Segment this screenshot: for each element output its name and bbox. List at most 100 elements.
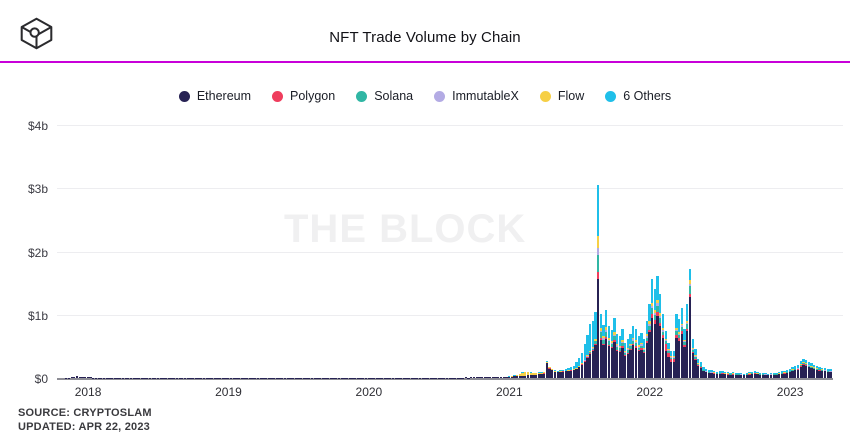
bar-week-229[interactable]: [675, 314, 678, 378]
bar-week-251[interactable]: [734, 372, 738, 378]
bar-week-191[interactable]: [572, 365, 576, 378]
bar-week-226[interactable]: [667, 342, 670, 378]
bar-week-279[interactable]: [810, 363, 813, 378]
bar-week-199[interactable]: [594, 311, 597, 378]
bar-week-201[interactable]: [599, 313, 603, 378]
bar-week-228[interactable]: [672, 350, 675, 378]
bar-week-195[interactable]: [583, 344, 586, 378]
bar-week-5[interactable]: [70, 377, 73, 378]
bar-week-276[interactable]: [802, 359, 805, 378]
bar-week-242[interactable]: [710, 370, 713, 378]
bar-week-173[interactable]: [524, 371, 527, 378]
bar-week-286[interactable]: [829, 369, 832, 378]
bar-week-205[interactable]: [610, 329, 613, 378]
bar-week-162[interactable]: [494, 377, 497, 378]
bar-week-218[interactable]: [645, 321, 648, 378]
bar-week-169[interactable]: [513, 375, 516, 378]
bar-week-152[interactable]: [467, 377, 470, 378]
bar-week-164[interactable]: [499, 376, 503, 378]
bar-week-210[interactable]: [624, 342, 627, 378]
bar-week-261[interactable]: [761, 372, 765, 378]
bar-week-12[interactable]: [89, 377, 92, 378]
bar-week-179[interactable]: [540, 372, 543, 378]
bar-week-239[interactable]: [702, 367, 705, 378]
bar-week-267[interactable]: [777, 372, 781, 378]
bar-week-147[interactable]: [453, 377, 457, 378]
bar-week-268[interactable]: [780, 371, 783, 378]
bar-week-215[interactable]: [637, 336, 640, 378]
bar-week-241[interactable]: [707, 369, 711, 378]
bar-week-13[interactable]: [92, 377, 95, 378]
bar-week-255[interactable]: [745, 372, 748, 378]
bar-week-181[interactable]: [545, 360, 549, 378]
bar-week-180[interactable]: [543, 371, 546, 378]
bar-week-235[interactable]: [691, 339, 694, 378]
bar-week-275[interactable]: [799, 360, 802, 378]
bar-week-219[interactable]: [648, 304, 651, 378]
bar-week-264[interactable]: [769, 373, 773, 378]
bar-week-253[interactable]: [740, 373, 743, 378]
bar-week-158[interactable]: [483, 377, 486, 378]
bar-week-6[interactable]: [73, 376, 76, 378]
bar-week-230[interactable]: [678, 319, 681, 378]
bar-week-202[interactable]: [602, 324, 605, 378]
bar-week-225[interactable]: [664, 330, 667, 378]
bar-week-248[interactable]: [726, 372, 729, 378]
bar-week-174[interactable]: [526, 372, 530, 378]
bar-week-168[interactable]: [510, 376, 513, 378]
bar-week-208[interactable]: [618, 336, 621, 378]
bar-week-183[interactable]: [551, 368, 554, 378]
bar-week-10[interactable]: [84, 377, 87, 378]
bar-week-234[interactable]: [688, 268, 692, 378]
bar-week-11[interactable]: [86, 377, 89, 378]
bar-week-273[interactable]: [794, 366, 797, 378]
bar-week-167[interactable]: [507, 376, 511, 378]
bar-week-151[interactable]: [464, 377, 468, 378]
bar-week-246[interactable]: [721, 371, 724, 378]
bar-week-187[interactable]: [561, 369, 565, 378]
legend-item-immutablex[interactable]: ImmutableX: [434, 89, 519, 103]
bar-week-159[interactable]: [486, 377, 489, 378]
bar-week-170[interactable]: [516, 374, 519, 378]
bar-week-193[interactable]: [578, 357, 581, 378]
legend-item-solana[interactable]: Solana: [356, 89, 413, 103]
bar-week-284[interactable]: [823, 368, 827, 378]
bar-week-247[interactable]: [723, 372, 727, 378]
bar-week-211[interactable]: [626, 339, 630, 378]
bar-week-192[interactable]: [575, 362, 578, 378]
bar-week-184[interactable]: [553, 370, 557, 378]
bar-week-231[interactable]: [680, 308, 684, 378]
bar-week-277[interactable]: [804, 360, 808, 378]
bar-week-281[interactable]: [815, 366, 819, 378]
bar-week-258[interactable]: [753, 371, 756, 378]
bar-week-238[interactable]: [699, 362, 702, 378]
bar-week-240[interactable]: [705, 369, 708, 378]
bar-week-198[interactable]: [591, 321, 594, 378]
bar-week-175[interactable]: [529, 372, 532, 378]
bar-week-244[interactable]: [715, 371, 719, 378]
bar-week-213[interactable]: [632, 325, 635, 378]
bar-week-221[interactable]: [653, 288, 657, 378]
bar-week-266[interactable]: [775, 372, 778, 378]
bar-week-209[interactable]: [621, 328, 624, 378]
bar-week-249[interactable]: [729, 372, 732, 378]
bar-week-282[interactable]: [818, 366, 821, 378]
bar-week-223[interactable]: [659, 293, 662, 378]
bar-week-227[interactable]: [669, 350, 673, 378]
bar-week-250[interactable]: [732, 372, 735, 378]
bar-week-272[interactable]: [791, 367, 794, 378]
legend-item-polygon[interactable]: Polygon: [272, 89, 335, 103]
bar-week-177[interactable]: [534, 372, 538, 378]
bar-week-154[interactable]: [472, 377, 476, 378]
bar-week-186[interactable]: [559, 370, 562, 378]
bar-week-178[interactable]: [537, 372, 540, 378]
bar-week-237[interactable]: [696, 359, 700, 378]
bar-week-224[interactable]: [661, 314, 665, 378]
bar-week-157[interactable]: [480, 377, 484, 378]
bar-week-243[interactable]: [713, 371, 716, 378]
bar-week-274[interactable]: [796, 365, 800, 378]
bar-week-233[interactable]: [686, 304, 689, 378]
bar-week-161[interactable]: [491, 377, 495, 378]
bar-week-206[interactable]: [613, 317, 616, 378]
bar-week-194[interactable]: [580, 352, 584, 378]
